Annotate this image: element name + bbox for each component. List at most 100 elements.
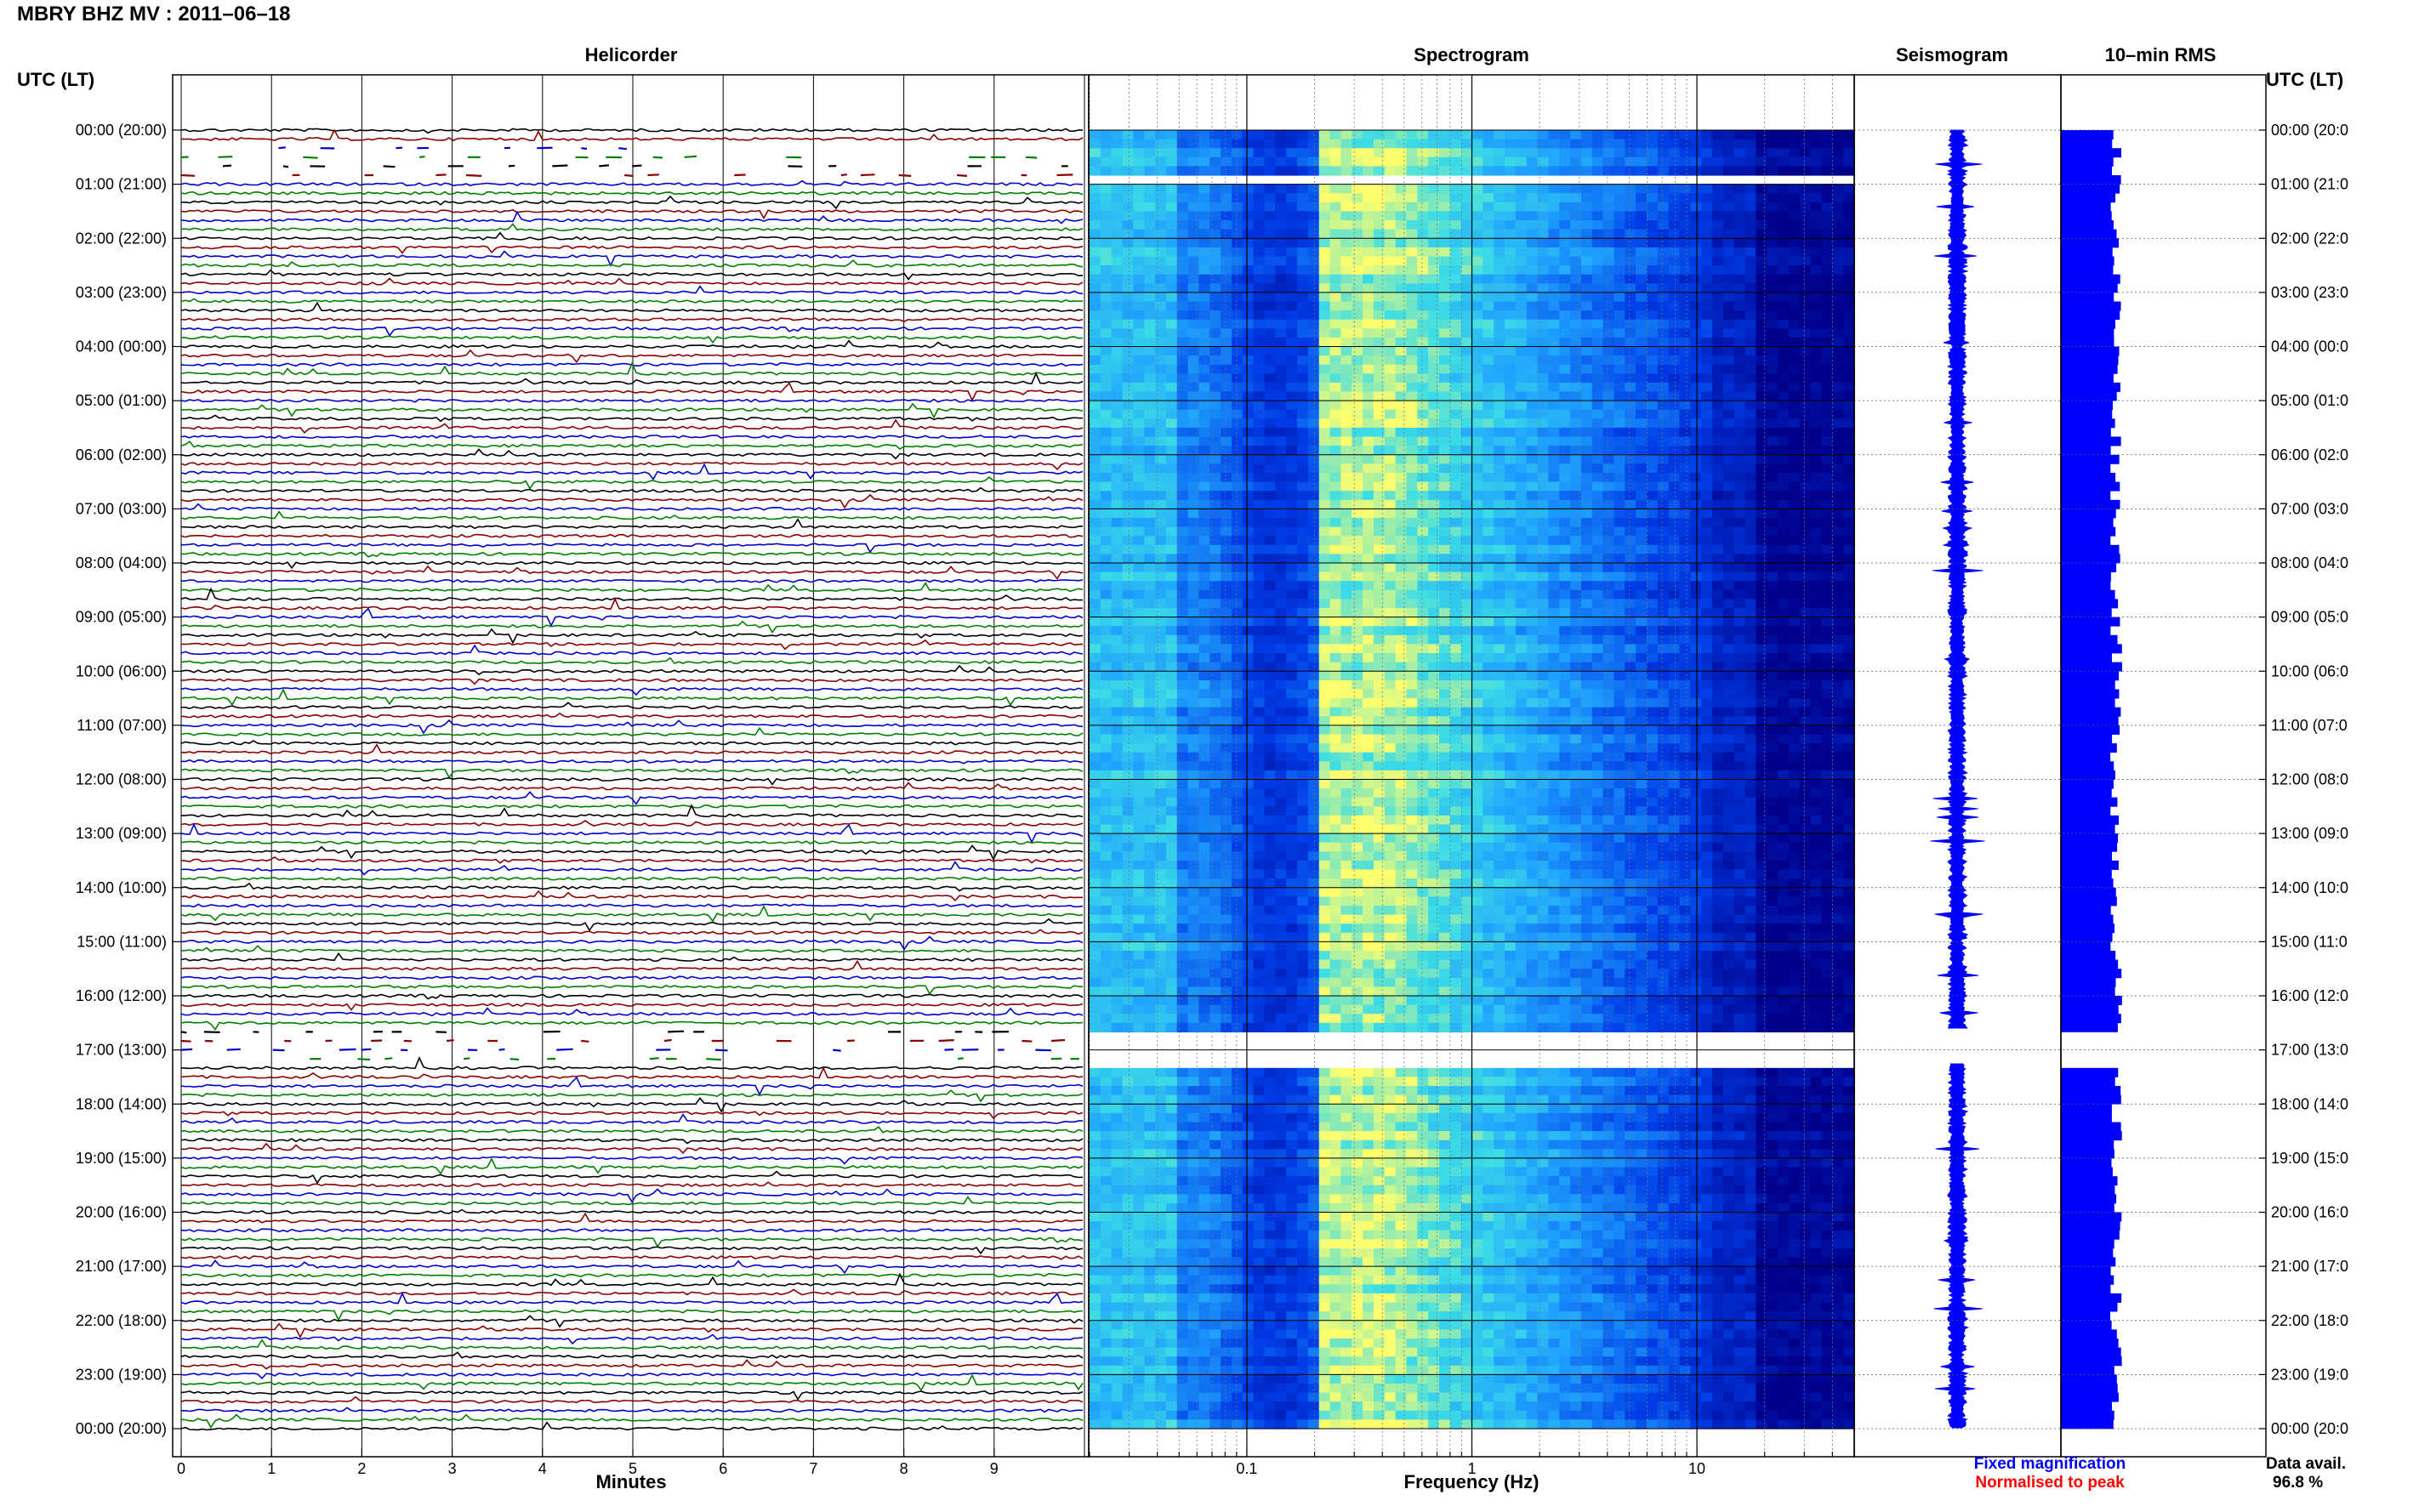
helicorder-trace xyxy=(180,1125,1084,1134)
spectrogram-cell xyxy=(1591,364,1604,374)
spectrogram-cell xyxy=(1232,148,1244,158)
spectrogram-cell xyxy=(1722,166,1735,176)
spectrogram-cell xyxy=(1144,463,1156,474)
spectrogram-cell xyxy=(1111,148,1124,158)
spectrogram-cell xyxy=(1286,409,1298,419)
spectrogram-cell xyxy=(1647,679,1659,691)
spectrogram-cell xyxy=(1417,617,1429,627)
spectrogram-cell xyxy=(1165,634,1178,645)
spectrogram-cell xyxy=(1483,373,1494,384)
spectrogram-cell xyxy=(1647,716,1659,726)
spectrogram-cell xyxy=(1090,382,1101,393)
spectrogram-cell xyxy=(1471,581,1483,591)
spectrogram-cell xyxy=(1133,518,1145,528)
spectrogram-cell xyxy=(1778,202,1790,212)
spectrogram-cell xyxy=(1580,328,1593,338)
spectrogram-cell xyxy=(1526,220,1539,230)
spectrogram-cell xyxy=(1570,725,1582,736)
spectrogram-cell xyxy=(1307,481,1320,492)
spectrogram-cell xyxy=(1526,337,1539,348)
spectrogram-cell xyxy=(1460,373,1473,384)
spectrogram-cell xyxy=(1580,644,1593,654)
spectrogram-cell xyxy=(1657,698,1670,708)
spectrogram-cell xyxy=(1505,518,1517,528)
spectrogram-cell xyxy=(1144,634,1156,645)
spectrogram-cell xyxy=(1580,184,1593,194)
spectrogram-cell xyxy=(1165,337,1178,348)
spectrogram-cell xyxy=(1767,283,1779,293)
spectrogram-cell xyxy=(1449,256,1462,266)
spectrogram-cell xyxy=(1187,193,1199,203)
spectrogram-cell xyxy=(1602,644,1614,654)
spectrogram-cell xyxy=(1264,346,1276,356)
helicorder-trace xyxy=(180,582,1084,593)
spectrogram-cell xyxy=(1559,355,1571,366)
spectrogram-cell xyxy=(1657,563,1670,573)
spectrogram-cell xyxy=(1537,328,1549,338)
spectrogram-cell xyxy=(1122,698,1134,708)
spectrogram-cell xyxy=(1788,409,1801,419)
spectrogram-cell xyxy=(1788,509,1801,519)
spectrogram-cell xyxy=(1428,256,1440,266)
spectrogram-cell xyxy=(1647,571,1659,582)
spectrogram-cell xyxy=(1111,526,1124,537)
helicorder-trace xyxy=(180,1309,1084,1322)
spectrogram-cell xyxy=(1307,671,1320,681)
spectrogram-cell xyxy=(1559,211,1571,221)
spectrogram-cell xyxy=(1363,544,1375,554)
spectrogram-cell xyxy=(1625,518,1636,528)
spectrogram-cell xyxy=(1460,725,1473,736)
spectrogram-cell xyxy=(1647,364,1659,374)
spectrogram-cell xyxy=(1580,707,1593,717)
helicorder-trace xyxy=(180,1066,1084,1079)
spectrogram-cell xyxy=(1221,328,1232,338)
spectrogram-cell xyxy=(1810,698,1822,708)
helicorder-trace xyxy=(180,1322,1084,1339)
spectrogram-cell xyxy=(1111,608,1124,618)
spectrogram-cell xyxy=(1548,536,1560,546)
spectrogram-cell xyxy=(1537,599,1549,609)
spectrogram-cell xyxy=(1636,364,1648,374)
spectrogram-cell xyxy=(1722,689,1735,699)
spectrogram-cell xyxy=(1494,589,1505,600)
spectrogram-cell xyxy=(1449,626,1462,636)
spectrogram-cell xyxy=(1778,526,1790,537)
spectrogram-cell xyxy=(1602,418,1614,429)
spectrogram-cell xyxy=(1657,689,1670,699)
spectrogram-cell xyxy=(1275,473,1287,483)
spectrogram-cell xyxy=(1187,382,1199,393)
spectrogram-cell xyxy=(1722,626,1735,636)
spectrogram-cell xyxy=(1767,554,1779,564)
spectrogram-cell xyxy=(1733,679,1746,691)
spectrogram-cell xyxy=(1187,166,1199,176)
spectrogram-cell xyxy=(1198,382,1210,393)
spectrogram-cell xyxy=(1591,707,1604,717)
spectrogram-cell xyxy=(1165,716,1178,726)
spectrogram-cell xyxy=(1090,563,1101,573)
spectrogram-cell xyxy=(1471,644,1483,654)
spectrogram-cell xyxy=(1253,229,1265,239)
spectrogram-cell xyxy=(1307,653,1320,663)
spectrogram-cell xyxy=(1636,491,1648,501)
spectrogram-cell xyxy=(1297,166,1309,176)
spectrogram-cell xyxy=(1657,679,1670,691)
spectrogram-cell xyxy=(1100,589,1113,600)
spectrogram-cell xyxy=(1778,401,1790,411)
spectrogram-cell xyxy=(1384,509,1397,519)
spectrogram-cell xyxy=(1307,346,1320,356)
spectrogram-cell xyxy=(1286,617,1298,627)
spectrogram-cell xyxy=(1297,247,1309,258)
spectrogram-cell xyxy=(1307,427,1320,438)
spectrogram-cell xyxy=(1373,355,1386,366)
spectrogram-cell xyxy=(1417,256,1429,266)
spectrogram-cell xyxy=(1494,536,1505,546)
spectrogram-cell xyxy=(1745,689,1756,699)
spectrogram-cell xyxy=(1657,418,1670,429)
spectrogram-cell xyxy=(1297,526,1309,537)
spectrogram-cell xyxy=(1494,563,1505,573)
spectrogram-cell xyxy=(1221,220,1232,230)
spectrogram-cell xyxy=(1352,473,1363,483)
spectrogram-cell xyxy=(1483,518,1494,528)
spectrogram-cell xyxy=(1843,247,1855,258)
spectrogram-cell xyxy=(1733,256,1746,266)
